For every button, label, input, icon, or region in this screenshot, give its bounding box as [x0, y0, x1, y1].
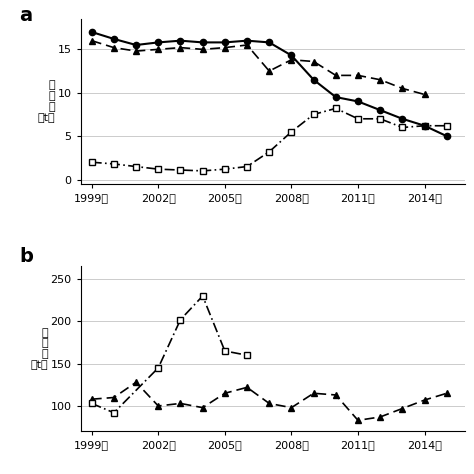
Text: b: b [19, 246, 33, 265]
Y-axis label: 漁
獲
量
（t）: 漁 獲 量 （t） [30, 328, 48, 370]
Y-axis label: 漁
獲
量
（t）: 漁 獲 量 （t） [37, 80, 55, 123]
Text: a: a [19, 6, 32, 25]
